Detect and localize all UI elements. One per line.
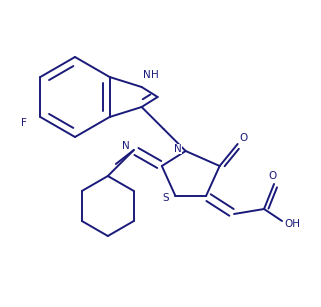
Text: OH: OH xyxy=(284,219,300,229)
Text: O: O xyxy=(239,133,248,143)
Text: F: F xyxy=(22,118,27,128)
Text: N: N xyxy=(122,141,130,151)
Text: N: N xyxy=(143,70,151,80)
Text: S: S xyxy=(162,193,169,203)
Text: O: O xyxy=(268,171,276,181)
Text: N: N xyxy=(174,144,181,154)
Text: H: H xyxy=(151,70,159,80)
